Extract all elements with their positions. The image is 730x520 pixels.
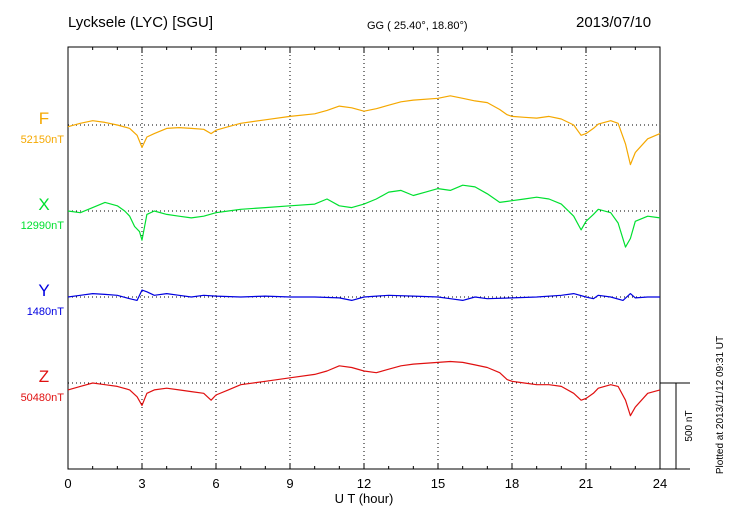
x-ticks: 0 3 6 9 12 15 18 21 24 bbox=[64, 47, 667, 491]
x-tick-label: 3 bbox=[138, 476, 145, 491]
coordinates-label: GG ( 25.40°, 18.80°) bbox=[367, 20, 468, 32]
x-tick-label: 24 bbox=[653, 476, 667, 491]
x-tick-label: 0 bbox=[64, 476, 71, 491]
station-title: Lycksele (LYC) [SGU] bbox=[68, 14, 213, 31]
series-line-z bbox=[67, 360, 661, 417]
date-label: 2013/07/10 bbox=[576, 14, 651, 31]
component-label-y: Y bbox=[38, 281, 49, 300]
x-axis-title: U T (hour) bbox=[335, 491, 394, 506]
series-line-f bbox=[67, 95, 661, 166]
baseline-label-f: 52150nT bbox=[21, 134, 65, 146]
series-line-y bbox=[67, 289, 660, 301]
component-label-x: X bbox=[38, 195, 49, 214]
x-tick-label: 12 bbox=[357, 476, 371, 491]
x-tick-label: 18 bbox=[505, 476, 519, 491]
x-tick-label: 21 bbox=[579, 476, 593, 491]
component-label-z: Z bbox=[39, 367, 49, 386]
grid bbox=[68, 47, 660, 469]
plot-frame bbox=[67, 46, 661, 470]
series-labels: F 52150nT X 12990nT Y 1480nT Z 50480nT bbox=[21, 109, 65, 404]
plotted-at-note: Plotted at 2013/11/12 09:31 UT bbox=[715, 336, 726, 474]
baseline-label-y: 1480nT bbox=[27, 306, 65, 318]
x-tick-label: 15 bbox=[431, 476, 445, 491]
baseline-label-x: 12990nT bbox=[21, 220, 65, 232]
series-lines bbox=[67, 95, 661, 417]
scale-bar-label: 500 nT bbox=[684, 410, 695, 441]
scale-bar: 500 nT bbox=[660, 382, 695, 470]
baseline-label-z: 50480nT bbox=[21, 392, 65, 404]
x-tick-label: 6 bbox=[212, 476, 219, 491]
component-label-f: F bbox=[39, 109, 49, 128]
series-line-x bbox=[67, 184, 661, 248]
x-tick-label: 9 bbox=[286, 476, 293, 491]
